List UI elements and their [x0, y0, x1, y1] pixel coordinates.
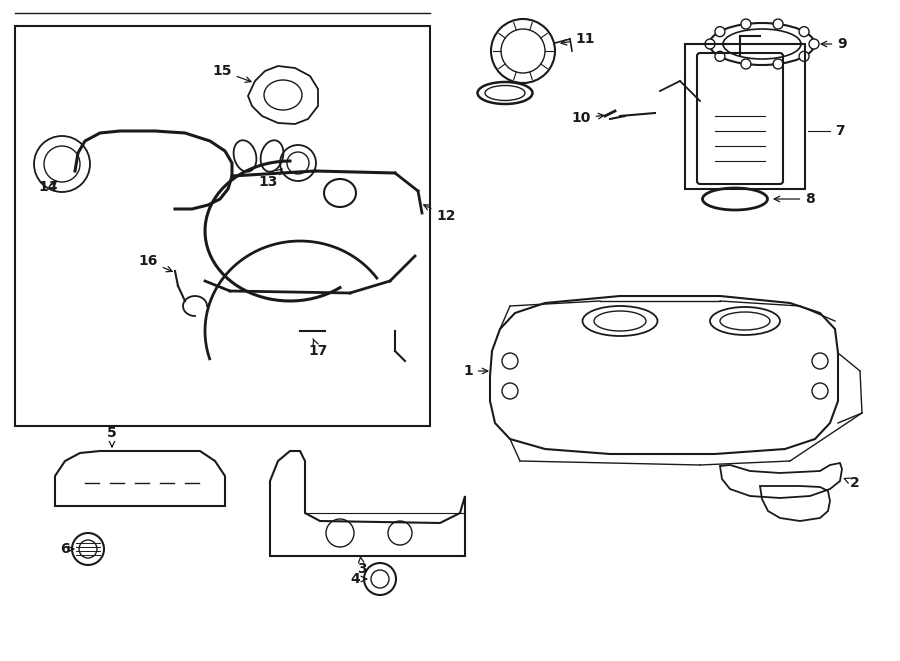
Circle shape — [715, 26, 724, 36]
Circle shape — [773, 19, 783, 29]
Text: 3: 3 — [357, 557, 367, 576]
Circle shape — [799, 52, 809, 61]
Circle shape — [809, 39, 819, 49]
Text: 2: 2 — [844, 476, 860, 490]
Text: 11: 11 — [561, 32, 595, 46]
Text: 4: 4 — [350, 572, 366, 586]
Text: 1: 1 — [464, 364, 488, 378]
Text: 17: 17 — [309, 338, 328, 358]
Text: 5: 5 — [107, 426, 117, 447]
Text: 13: 13 — [258, 169, 282, 189]
Circle shape — [741, 59, 751, 69]
Text: 15: 15 — [212, 64, 251, 82]
Text: 16: 16 — [139, 254, 172, 272]
Text: 14: 14 — [38, 180, 58, 194]
Text: 7: 7 — [835, 124, 844, 138]
Text: 8: 8 — [774, 192, 814, 206]
Circle shape — [715, 52, 724, 61]
Circle shape — [773, 59, 783, 69]
Circle shape — [705, 39, 715, 49]
Circle shape — [741, 19, 751, 29]
Text: 6: 6 — [60, 542, 74, 556]
Text: 12: 12 — [424, 205, 455, 223]
Text: 9: 9 — [821, 37, 847, 51]
Text: 10: 10 — [572, 111, 604, 125]
Circle shape — [799, 26, 809, 36]
